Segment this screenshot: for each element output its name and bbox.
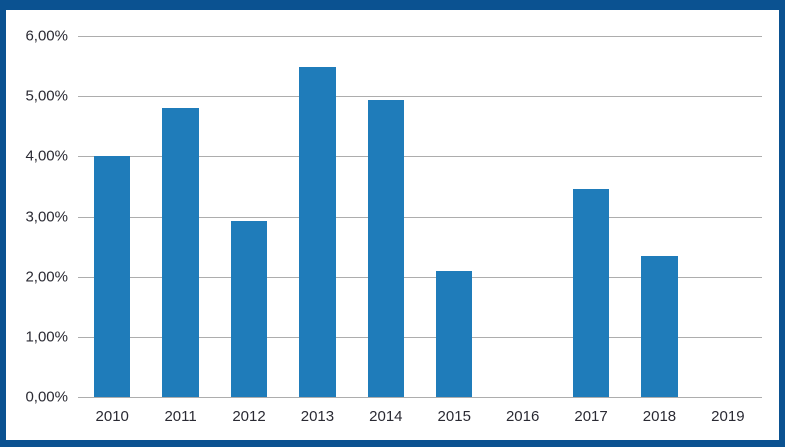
gridline [78, 216, 762, 218]
plot-area [78, 36, 762, 398]
x-axis: 2010 2011 2012 2013 2014 2015 2016 2017 2018 2019 [78, 408, 762, 425]
bars-layer [78, 36, 762, 397]
bar-2012 [230, 220, 268, 397]
bar-cell-2013 [283, 36, 351, 397]
y-tick-label: 1,00% [25, 328, 68, 346]
gridline [78, 36, 762, 37]
y-tick-label: 5,00% [25, 87, 68, 105]
bar-2011 [162, 108, 199, 397]
gridline [78, 397, 762, 398]
bar-cell-2010 [78, 36, 146, 397]
bar-2015 [436, 270, 473, 397]
x-tick-label-2017: 2017 [574, 408, 608, 425]
bar-2010 [94, 156, 131, 397]
x-tick-label-2011: 2011 [164, 408, 197, 425]
bar-cell-2018 [625, 36, 693, 397]
y-tick-label: 0,00% [25, 388, 68, 406]
bar-cell-2012 [215, 36, 283, 397]
x-tick-label-2013: 2013 [300, 408, 335, 425]
bar-cell-2011 [146, 36, 214, 397]
bar-cell-2017 [557, 36, 625, 397]
gridline [78, 336, 762, 338]
x-tick-label-2018: 2018 [642, 408, 677, 425]
y-tick-label: 6,00% [25, 27, 68, 45]
x-tick-label-2010: 2010 [95, 408, 129, 425]
y-tick-label: 4,00% [25, 147, 68, 165]
gridline [78, 156, 762, 158]
bar-2017 [572, 189, 610, 397]
bar-cell-2019 [694, 36, 762, 397]
x-tick-label-2014: 2014 [369, 408, 403, 425]
gridline [78, 276, 762, 278]
x-tick-label-2019: 2019 [711, 408, 745, 425]
y-axis: 0,00% 1,00% 2,00% 3,00% 4,00% 5,00% 6,00% [6, 28, 68, 406]
gridline [78, 96, 762, 98]
bar-2014 [367, 100, 404, 397]
bar-cell-2015 [420, 36, 488, 397]
x-tick-label-2015: 2015 [437, 408, 471, 425]
y-tick-label: 3,00% [25, 208, 68, 225]
x-tick-label-2012: 2012 [232, 408, 266, 425]
bar-2013 [299, 67, 336, 397]
bar-cell-2014 [352, 36, 420, 397]
bar-2018 [641, 255, 678, 397]
y-tick-label: 2,00% [25, 268, 68, 286]
x-tick-label-2016: 2016 [505, 408, 540, 425]
bar-cell-2016 [488, 36, 556, 397]
